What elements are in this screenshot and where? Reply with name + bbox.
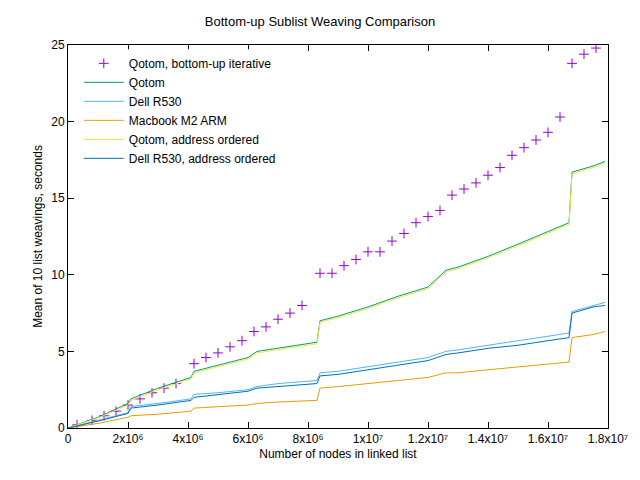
svg-text:8x10⁶: 8x10⁶	[293, 432, 324, 446]
svg-text:Dell R530: Dell R530	[129, 95, 182, 109]
svg-text:1.8x10⁷: 1.8x10⁷	[588, 432, 628, 446]
svg-text:5: 5	[58, 345, 65, 359]
svg-text:2x10⁶: 2x10⁶	[113, 432, 144, 446]
svg-text:10: 10	[51, 268, 65, 282]
svg-text:Qotom: Qotom	[129, 76, 165, 90]
svg-text:1x10⁷: 1x10⁷	[353, 432, 383, 446]
svg-text:Number of nodes in linked list: Number of nodes in linked list	[259, 447, 417, 461]
svg-text:6x10⁶: 6x10⁶	[233, 432, 264, 446]
svg-text:Mean of 10 list weavings, seco: Mean of 10 list weavings, seconds	[31, 145, 45, 328]
svg-text:Dell R530, address ordered: Dell R530, address ordered	[129, 152, 276, 166]
svg-text:Qotom, address ordered: Qotom, address ordered	[129, 133, 259, 147]
svg-text:Macbook M2 ARM: Macbook M2 ARM	[129, 114, 227, 128]
svg-text:0: 0	[65, 432, 72, 446]
svg-text:1.4x10⁷: 1.4x10⁷	[468, 432, 508, 446]
svg-text:15: 15	[51, 191, 65, 205]
svg-text:20: 20	[51, 115, 65, 129]
svg-text:Qotom, bottom-up iterative: Qotom, bottom-up iterative	[129, 57, 271, 71]
svg-text:25: 25	[51, 38, 65, 52]
svg-text:1.2x10⁷: 1.2x10⁷	[408, 432, 448, 446]
svg-text:1.6x10⁷: 1.6x10⁷	[528, 432, 568, 446]
svg-text:4x10⁶: 4x10⁶	[173, 432, 204, 446]
svg-text:Bottom-up Sublist Weaving Comp: Bottom-up Sublist Weaving Comparison	[205, 14, 435, 29]
svg-text:0: 0	[58, 421, 65, 435]
